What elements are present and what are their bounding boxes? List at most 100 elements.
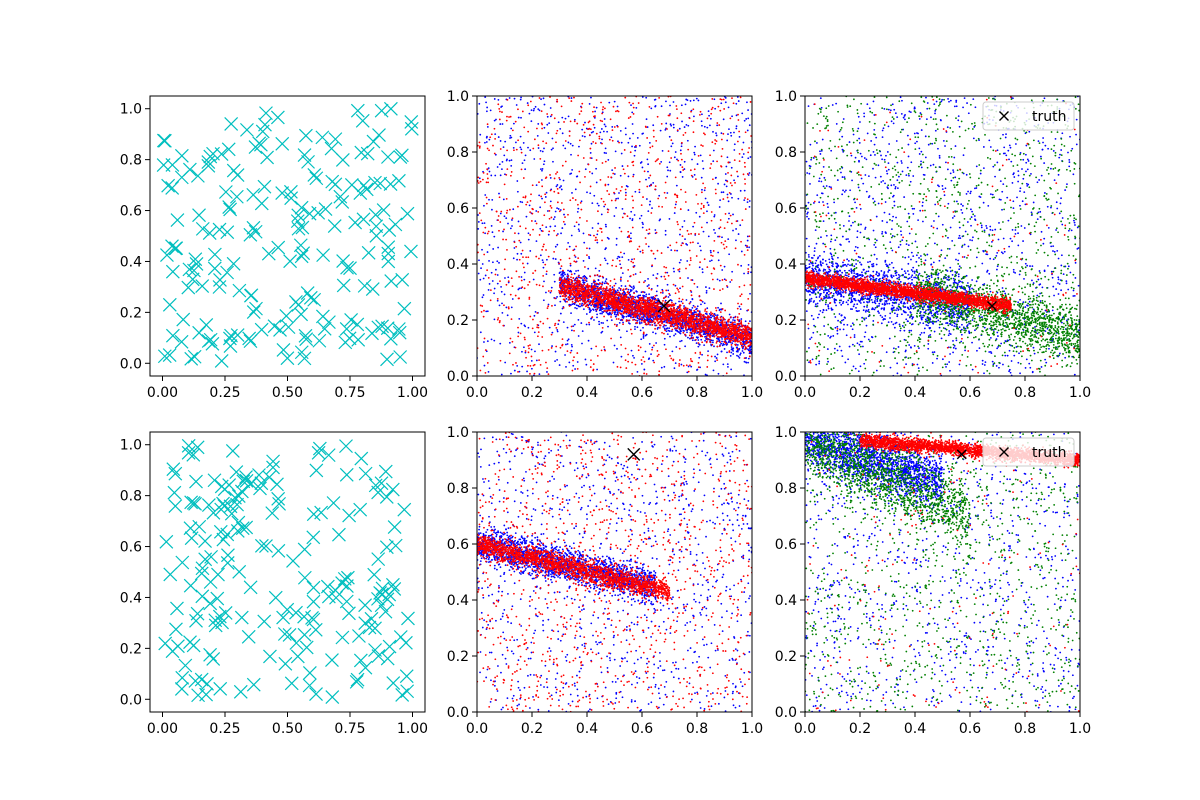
data-point bbox=[658, 326, 661, 329]
data-point bbox=[498, 192, 500, 195]
data-point bbox=[584, 168, 587, 171]
data-point bbox=[690, 110, 692, 113]
data-point bbox=[734, 247, 737, 250]
data-point bbox=[522, 142, 525, 144]
data-point bbox=[593, 126, 596, 129]
data-point bbox=[626, 330, 628, 333]
data-point bbox=[650, 184, 653, 187]
data-point bbox=[549, 115, 552, 118]
data-point bbox=[226, 163, 241, 178]
data-point bbox=[725, 185, 728, 188]
data-point bbox=[570, 153, 572, 156]
data-point bbox=[677, 288, 680, 291]
data-point bbox=[727, 217, 730, 220]
data-point bbox=[742, 351, 745, 354]
plot-area bbox=[156, 101, 419, 368]
data-point bbox=[588, 255, 590, 258]
data-point bbox=[643, 291, 646, 294]
data-point bbox=[641, 221, 644, 224]
data-point bbox=[715, 357, 718, 359]
data-point bbox=[673, 249, 676, 252]
data-point bbox=[622, 168, 625, 171]
data-point bbox=[375, 319, 390, 334]
data-point bbox=[613, 344, 616, 347]
data-point bbox=[519, 135, 522, 138]
data-point bbox=[515, 104, 518, 106]
data-point bbox=[680, 300, 683, 303]
data-point bbox=[541, 169, 543, 172]
data-point bbox=[359, 182, 374, 197]
data-point bbox=[571, 144, 574, 147]
data-point bbox=[523, 278, 526, 281]
data-point bbox=[726, 180, 729, 183]
data-point bbox=[560, 188, 563, 191]
data-point bbox=[740, 293, 743, 296]
data-point bbox=[727, 171, 729, 174]
data-point bbox=[628, 284, 631, 287]
data-point bbox=[607, 307, 610, 310]
data-point bbox=[618, 287, 620, 289]
data-point bbox=[750, 271, 752, 274]
data-point bbox=[487, 370, 490, 373]
data-point bbox=[621, 207, 624, 210]
data-point bbox=[505, 212, 508, 214]
data-point bbox=[621, 186, 623, 188]
data-point bbox=[698, 215, 701, 218]
data-point bbox=[570, 325, 573, 328]
subplot-r0c0: 0.00 0.25 0.50 0.75 1.000.00.20.40.60.81.0 bbox=[120, 95, 428, 401]
data-point bbox=[558, 364, 561, 366]
data-point bbox=[602, 302, 605, 305]
data-point bbox=[748, 341, 751, 343]
data-point bbox=[674, 362, 677, 365]
data-point bbox=[574, 188, 577, 191]
data-point bbox=[701, 124, 703, 127]
data-point bbox=[747, 109, 749, 111]
data-point bbox=[553, 324, 556, 327]
data-point bbox=[645, 118, 648, 121]
data-point bbox=[611, 139, 614, 142]
data-point bbox=[707, 235, 710, 238]
data-point bbox=[342, 331, 357, 346]
data-point bbox=[749, 320, 751, 323]
data-point bbox=[730, 193, 732, 195]
data-point bbox=[591, 303, 594, 306]
data-point bbox=[556, 358, 559, 361]
data-point bbox=[588, 103, 591, 105]
data-point bbox=[318, 202, 333, 216]
data-point bbox=[321, 315, 336, 330]
data-point bbox=[618, 311, 621, 314]
data-point bbox=[625, 133, 627, 136]
data-point bbox=[521, 162, 524, 165]
data-point bbox=[725, 321, 728, 324]
data-point bbox=[552, 218, 555, 221]
data-point bbox=[546, 210, 549, 212]
data-point bbox=[589, 234, 592, 237]
data-point bbox=[590, 301, 593, 304]
data-point bbox=[478, 212, 481, 215]
data-point bbox=[523, 346, 525, 349]
data-point bbox=[689, 259, 692, 262]
data-point bbox=[485, 162, 487, 165]
data-point bbox=[498, 304, 501, 307]
data-point bbox=[740, 324, 743, 326]
data-point bbox=[648, 203, 651, 206]
data-point bbox=[558, 186, 561, 189]
data-point bbox=[561, 276, 563, 278]
data-point bbox=[582, 304, 585, 306]
data-point bbox=[499, 212, 502, 215]
data-point bbox=[661, 290, 664, 292]
data-point bbox=[701, 113, 703, 116]
data-point bbox=[538, 373, 541, 376]
data-point bbox=[704, 318, 706, 321]
data-point bbox=[728, 318, 731, 321]
data-point bbox=[483, 204, 485, 207]
data-point bbox=[604, 280, 607, 283]
data-point bbox=[516, 258, 518, 261]
data-point bbox=[698, 266, 701, 269]
data-point bbox=[618, 256, 621, 259]
data-point bbox=[572, 325, 575, 328]
data-point bbox=[613, 173, 616, 175]
data-point bbox=[641, 226, 644, 229]
data-point bbox=[486, 135, 488, 138]
data-point bbox=[716, 278, 719, 281]
